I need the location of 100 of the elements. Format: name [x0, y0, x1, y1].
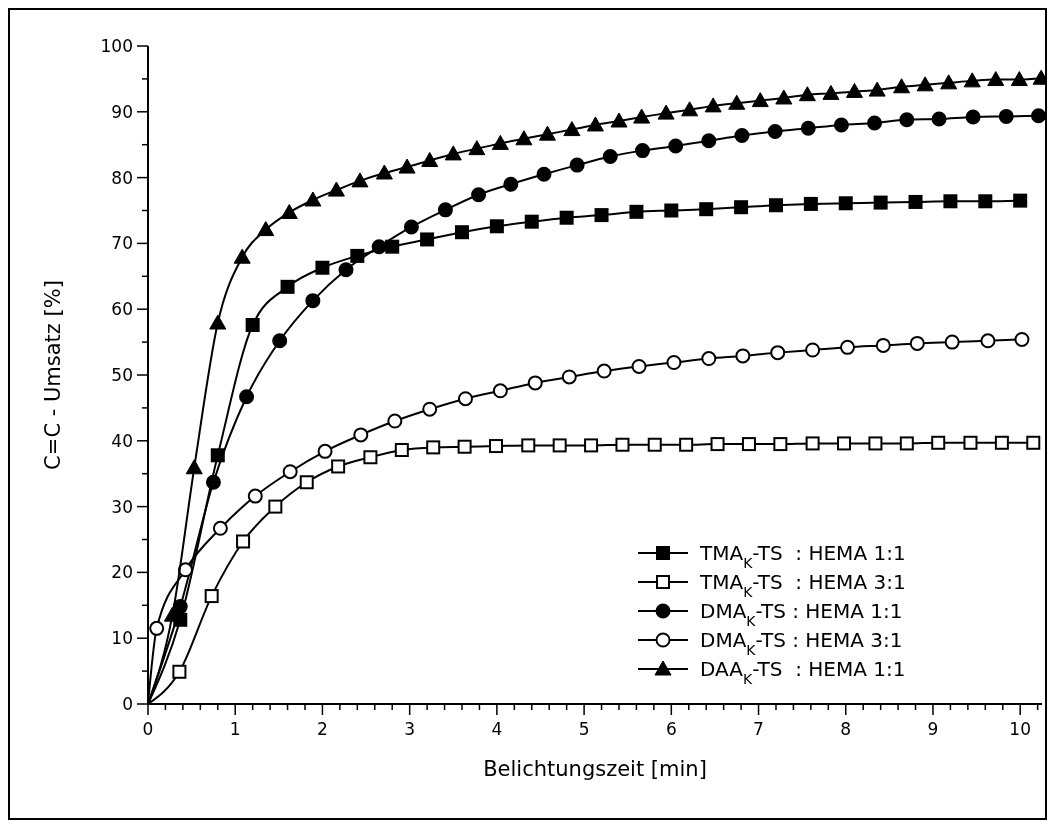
y-axis-title: C=C - Umsatz [%]: [41, 280, 65, 470]
point: [317, 443, 333, 459]
point: [403, 219, 419, 235]
point: [1013, 193, 1028, 208]
point: [420, 232, 435, 247]
point: [584, 438, 599, 453]
point: [492, 383, 508, 399]
point: [657, 104, 675, 120]
point: [457, 391, 473, 407]
point: [491, 134, 509, 150]
point: [299, 475, 314, 490]
x-tick-label: 2: [317, 719, 328, 739]
point: [437, 202, 453, 218]
point: [963, 435, 978, 450]
point: [734, 127, 750, 143]
point: [489, 439, 504, 454]
point: [735, 348, 751, 364]
point: [315, 260, 330, 275]
point: [867, 115, 883, 131]
legend-label: DMA$_{K}$-TS : HEMA 1:1: [700, 599, 903, 629]
point: [775, 89, 793, 105]
y-tick-label: 90: [111, 101, 133, 122]
point: [247, 488, 263, 504]
point: [569, 157, 585, 173]
point: [527, 375, 543, 391]
y-tick-label: 80: [111, 167, 133, 188]
point: [931, 435, 946, 450]
point: [538, 125, 556, 141]
point: [351, 172, 369, 188]
point: [741, 437, 756, 452]
point: [552, 438, 567, 453]
x-tick-label: 9: [927, 719, 939, 739]
point: [536, 166, 552, 182]
point: [454, 225, 469, 240]
point: [1010, 71, 1028, 87]
point: [837, 436, 852, 451]
y-tick-label: 0: [122, 694, 133, 714]
x-tick-label: 8: [840, 719, 852, 739]
point: [212, 520, 228, 536]
point: [668, 138, 684, 154]
point: [1026, 435, 1041, 450]
point: [421, 151, 439, 167]
point: [559, 210, 574, 225]
legend-label: TMA$_{K}$-TS : HEMA 3:1: [699, 570, 906, 600]
point: [845, 82, 863, 98]
point: [236, 534, 251, 549]
point: [561, 369, 577, 385]
point: [805, 436, 820, 451]
x-tick-label: 4: [491, 719, 503, 739]
x-tick-label: 7: [753, 719, 764, 739]
point: [338, 262, 354, 278]
point: [833, 117, 849, 133]
point: [699, 202, 714, 217]
x-tick-label: 3: [404, 719, 416, 739]
point: [426, 440, 441, 455]
point: [768, 198, 783, 213]
point: [770, 345, 786, 361]
point: [679, 437, 694, 452]
point: [1014, 331, 1030, 347]
legend-label: DAA$_{K}$-TS : HEMA 1:1: [700, 657, 906, 687]
point: [893, 78, 911, 94]
point: [868, 436, 883, 451]
point: [205, 474, 221, 490]
point: [822, 84, 840, 100]
point: [610, 112, 628, 128]
point: [387, 413, 403, 429]
point: [272, 333, 288, 349]
x-tick-label: 5: [578, 719, 590, 739]
point: [704, 97, 722, 113]
point: [635, 143, 651, 159]
point: [666, 355, 682, 370]
point: [327, 181, 345, 197]
point: [596, 363, 612, 379]
point: [803, 196, 818, 211]
point: [633, 108, 651, 124]
point: [899, 436, 914, 451]
point: [800, 120, 816, 136]
point: [172, 599, 188, 615]
point: [233, 248, 251, 264]
point: [444, 145, 462, 161]
point: [350, 248, 365, 263]
point: [602, 149, 618, 165]
point: [701, 133, 717, 149]
point: [471, 187, 487, 203]
point: [371, 239, 387, 255]
y-tick-label: 40: [111, 430, 133, 451]
point: [629, 204, 644, 219]
point: [149, 620, 165, 636]
point: [838, 196, 853, 211]
point: [245, 317, 260, 332]
x-tick-label: 10: [1009, 719, 1032, 739]
point: [963, 72, 981, 88]
point: [586, 116, 604, 132]
y-tick-label: 30: [111, 496, 133, 517]
point: [998, 108, 1014, 124]
point: [172, 664, 187, 679]
point: [282, 464, 298, 480]
point: [563, 121, 581, 137]
point: [940, 74, 958, 90]
point: [980, 333, 996, 349]
